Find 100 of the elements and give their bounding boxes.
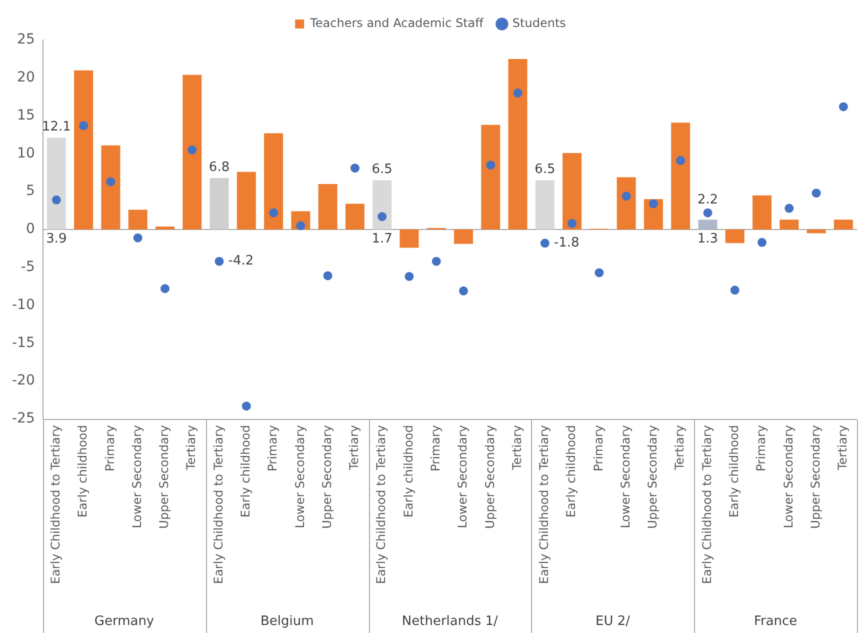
point	[568, 218, 577, 228]
bar	[698, 220, 718, 230]
point	[214, 256, 224, 266]
bar	[400, 229, 419, 248]
x-tick-label: Tertiary	[510, 424, 524, 472]
point	[133, 233, 142, 242]
point	[52, 195, 61, 204]
bar	[535, 180, 554, 230]
x-tick-label: Early childhood	[401, 424, 416, 518]
x-tick-label: Primary	[266, 424, 280, 472]
x-tick-label: Tertiary	[836, 424, 850, 472]
x-tick-label: Upper Secondary	[482, 424, 497, 529]
bar	[806, 229, 826, 234]
point	[676, 156, 686, 166]
data-label: 1.7	[372, 231, 392, 246]
point	[350, 164, 360, 173]
bar	[46, 138, 66, 230]
x-tick-label: Early Childhood to Tertiary	[537, 424, 552, 584]
point	[432, 256, 441, 266]
point	[812, 188, 821, 198]
bar	[508, 58, 528, 230]
data-label: -4.2	[228, 254, 254, 269]
legend-label: Students	[512, 16, 566, 30]
point	[648, 199, 658, 208]
bar	[562, 152, 582, 230]
point	[758, 238, 767, 247]
text: Netherlands 1/	[400, 613, 499, 631]
x-tick-label: Lower Secondary	[292, 424, 307, 528]
bar	[264, 133, 284, 230]
point	[79, 121, 88, 130]
point	[540, 238, 550, 248]
y-tick-label: 5	[26, 183, 35, 200]
bar	[454, 229, 473, 244]
y-tick-label: 0	[26, 221, 35, 238]
data-label: 2.2	[697, 192, 718, 208]
x-tick-label: Tertiary	[347, 424, 362, 472]
x-tick-label: Upper Secondary	[157, 424, 172, 529]
bar	[780, 220, 799, 230]
y-tick-label: 10	[17, 145, 35, 162]
x-tick-label: Lower Secondary	[456, 424, 470, 528]
x-tick-label: Upper Secondary	[808, 424, 822, 529]
y-tick-label: -10	[12, 296, 35, 313]
x-tick-label: Early childhood	[238, 424, 253, 518]
x-tick-label: Early childhood	[76, 424, 90, 518]
y-tick-label: 15	[17, 107, 35, 124]
bar	[671, 122, 690, 230]
point	[730, 286, 740, 295]
data-label: -1.8	[554, 236, 580, 251]
text: France	[752, 613, 798, 631]
x-tick-label: Primary	[428, 424, 442, 472]
x-tick-label: Primary	[102, 424, 117, 472]
data-label: 12.1	[42, 120, 71, 135]
point	[378, 212, 387, 222]
bar	[372, 180, 392, 230]
bar	[128, 210, 148, 230]
data-label: 6.5	[372, 162, 392, 178]
x-tick-label: Early childhood	[564, 424, 578, 518]
point	[188, 145, 197, 154]
x-tick-label: Upper Secondary	[646, 424, 660, 529]
bar	[481, 124, 500, 230]
y-tick-label: 20	[17, 70, 35, 86]
y-tick-label: 25	[17, 32, 35, 48]
y-tick-label: -15	[12, 334, 35, 351]
bar	[725, 229, 744, 244]
bar	[616, 177, 636, 230]
data-label: 6.5	[534, 162, 556, 178]
y-tick-label: -25	[12, 410, 35, 427]
bar	[318, 184, 338, 230]
data-label: 3.9	[46, 231, 67, 246]
bar	[345, 204, 364, 230]
text: Germany	[93, 613, 156, 631]
bar	[155, 226, 174, 230]
bar	[182, 74, 202, 230]
x-tick-label: Lower Secondary	[618, 424, 632, 528]
x-tick-label: Early Childhood to Tertiary	[374, 424, 388, 584]
y-tick-label: -20	[12, 372, 35, 389]
point	[106, 177, 116, 186]
legend-label: Teachers and Academic Staff	[309, 16, 484, 30]
point	[296, 221, 306, 230]
point	[160, 284, 170, 294]
x-tick-label: Tertiary	[184, 424, 198, 472]
x-tick-label: Upper Secondary	[320, 424, 334, 529]
x-tick-label: Early childhood	[727, 424, 742, 518]
x-tick-label: Primary	[754, 424, 768, 472]
bar	[210, 178, 229, 230]
point	[269, 208, 278, 218]
bar	[236, 172, 256, 230]
bar	[834, 220, 853, 230]
data-label: 6.8	[208, 160, 230, 175]
point	[323, 271, 332, 280]
point	[838, 102, 848, 112]
bar	[74, 70, 94, 230]
bar	[101, 145, 120, 230]
text: Belgium	[259, 613, 315, 631]
point	[594, 268, 604, 278]
point	[622, 192, 631, 201]
point	[404, 272, 414, 281]
x-tick-label: Early Childhood to Tertiary	[211, 424, 226, 584]
text: EU 2/	[594, 613, 631, 631]
point	[784, 204, 794, 213]
